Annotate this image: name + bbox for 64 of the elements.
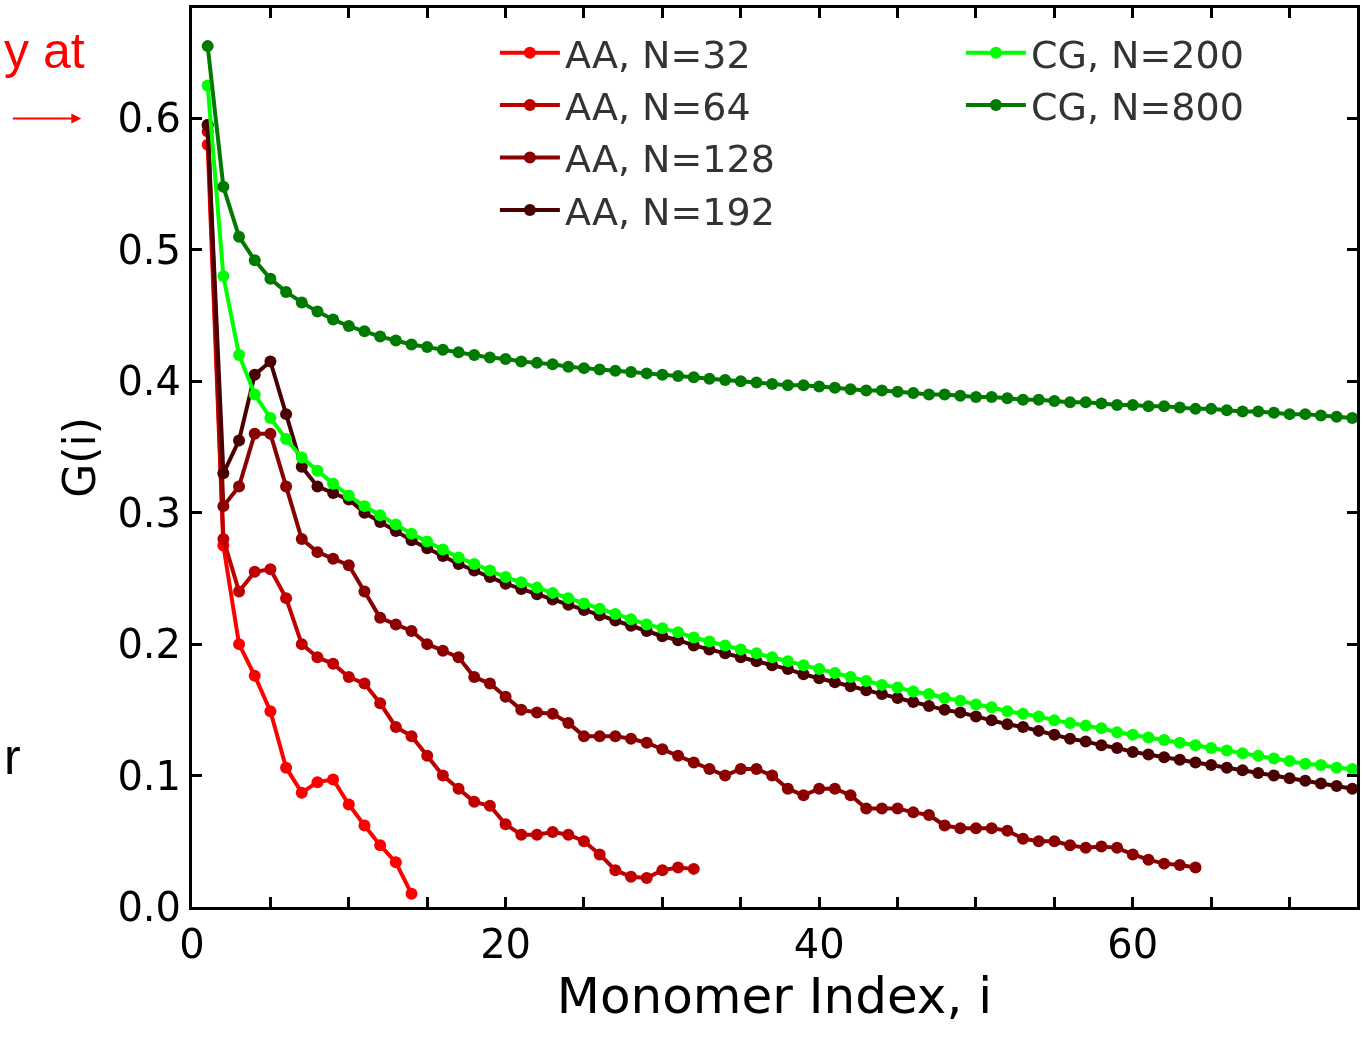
x-tick-label: 0 [179, 921, 205, 967]
text: y at [4, 23, 85, 79]
point [687, 862, 700, 875]
legend-label: AA, N=128 [564, 137, 775, 182]
point [546, 826, 559, 839]
point [217, 532, 230, 545]
point [389, 720, 402, 733]
text: r [4, 729, 21, 785]
y-tick-label: 0.0 [117, 884, 181, 930]
point [593, 848, 606, 861]
point [280, 592, 293, 605]
point [483, 799, 496, 812]
point [342, 670, 355, 683]
y-tick-label: 0.6 [117, 95, 181, 142]
point [452, 782, 465, 795]
point [640, 872, 653, 885]
x-axis-title: Monomer Index, i [556, 967, 993, 1025]
point [578, 835, 590, 848]
point [562, 828, 575, 841]
y-tick-label: 0.2 [117, 621, 181, 668]
point [295, 786, 308, 799]
y-tick-label: 0.1 [117, 752, 181, 799]
point [515, 828, 528, 841]
point [295, 638, 308, 651]
point [342, 798, 355, 811]
point [311, 651, 324, 664]
point [264, 705, 277, 718]
point [672, 861, 685, 874]
legend-label: AA, N=32 [564, 32, 751, 77]
point [358, 819, 371, 832]
point [609, 864, 622, 877]
legend-label: AA, N=64 [564, 84, 751, 129]
point [530, 828, 543, 841]
point [327, 657, 340, 670]
point [389, 856, 402, 869]
point [311, 776, 324, 789]
point [358, 677, 371, 690]
point [374, 697, 387, 710]
legend-label: CG, N=800 [1030, 84, 1244, 129]
point [405, 730, 418, 743]
point [405, 887, 418, 900]
point [264, 563, 277, 576]
y-tick-label: 0.4 [117, 358, 181, 405]
point [327, 773, 340, 786]
point [468, 795, 481, 808]
point [625, 870, 638, 883]
point [248, 565, 261, 578]
point [656, 864, 669, 877]
x-tick-label: 40 [793, 921, 845, 967]
point [374, 839, 387, 852]
point [233, 585, 246, 598]
y-axis-title: G(i) [54, 417, 106, 498]
x-tick-label: 60 [1107, 921, 1159, 967]
point [499, 818, 512, 831]
point [421, 749, 434, 762]
y-tick-label: 0.5 [117, 226, 181, 273]
legend-label: AA, N=192 [564, 189, 775, 234]
y-tick-label: 0.3 [117, 489, 181, 536]
point [248, 669, 261, 682]
x-tick-label: 20 [480, 921, 532, 967]
point [280, 761, 293, 774]
legend-label: CG, N=200 [1030, 32, 1244, 77]
point [436, 769, 449, 782]
point [233, 638, 246, 651]
